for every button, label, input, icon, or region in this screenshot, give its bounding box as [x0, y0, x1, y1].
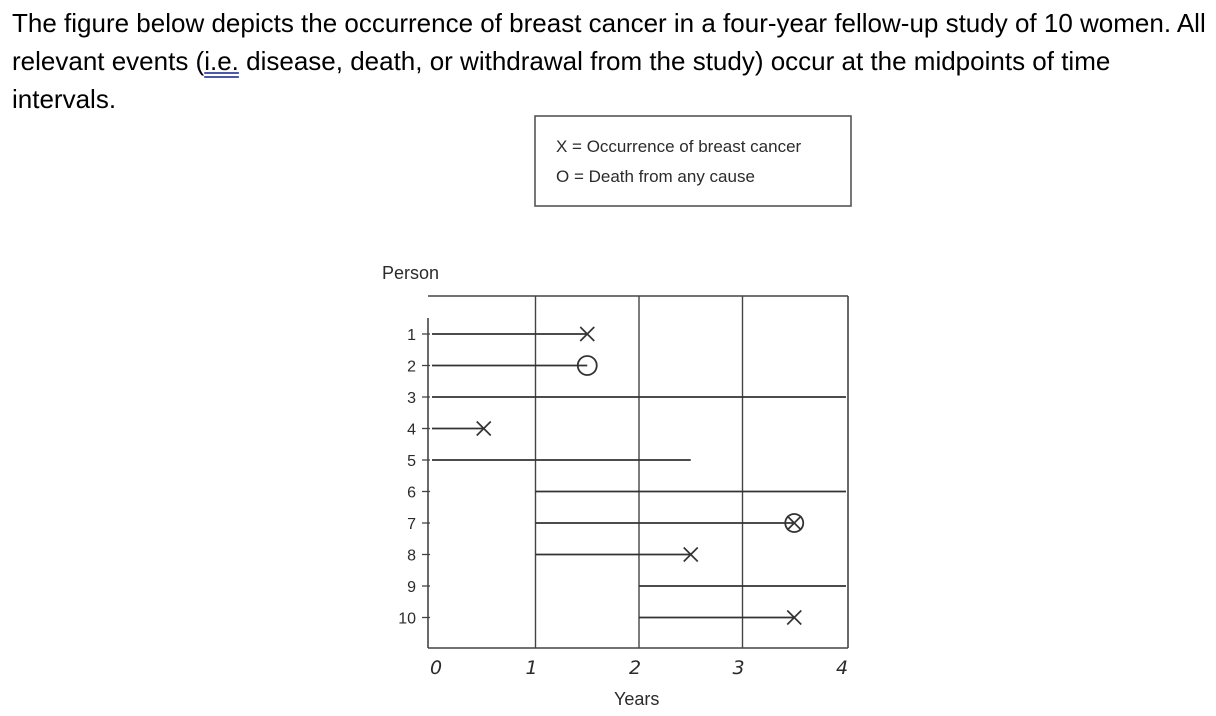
- y-tick-label: 5: [407, 453, 416, 470]
- legend-box: [534, 115, 852, 207]
- cancer-mark: [786, 515, 802, 531]
- y-tick-label: 8: [407, 548, 416, 565]
- death-mark: [784, 513, 805, 533]
- x-axis-label: Years: [614, 689, 659, 709]
- cancer-mark: [786, 609, 802, 626]
- y-tick-label: 6: [407, 485, 416, 502]
- death-mark: [576, 355, 598, 376]
- x-tick-label: 4: [836, 657, 848, 679]
- y-tick-label: 1: [407, 327, 416, 344]
- y-tick-label: 2: [407, 359, 416, 376]
- y-tick-label: 10: [398, 611, 416, 628]
- question-text-part2: disease, death, or withdrawal from the s…: [12, 46, 1111, 114]
- x-tick-label: 3: [732, 657, 744, 679]
- legend-death: O = Death from any cause: [556, 167, 755, 186]
- plot-area: 1 2 3 4 5 6 7 8 9 10 0 1 2 3 4: [398, 295, 849, 679]
- x-tick-label: 2: [629, 657, 641, 679]
- question-underlined-ie: i.e.: [204, 46, 239, 76]
- legend-cancer: X = Occurrence of breast cancer: [556, 137, 802, 156]
- y-axis-label: Person: [382, 263, 439, 283]
- question-text-part1: The figure below depicts the occurrence …: [12, 8, 1206, 76]
- y-tick-label: 7: [407, 516, 416, 533]
- y-tick-label: 4: [407, 422, 416, 439]
- y-tick-label: 3: [407, 390, 416, 407]
- x-tick-label: 0: [430, 657, 442, 679]
- cancer-mark: [683, 546, 699, 563]
- x-tick-label: 1: [525, 657, 537, 679]
- y-tick-label: 9: [407, 579, 416, 596]
- cancer-mark: [579, 326, 595, 342]
- cancer-mark: [476, 420, 492, 437]
- question-text: The figure below depicts the occurrence …: [12, 4, 1207, 118]
